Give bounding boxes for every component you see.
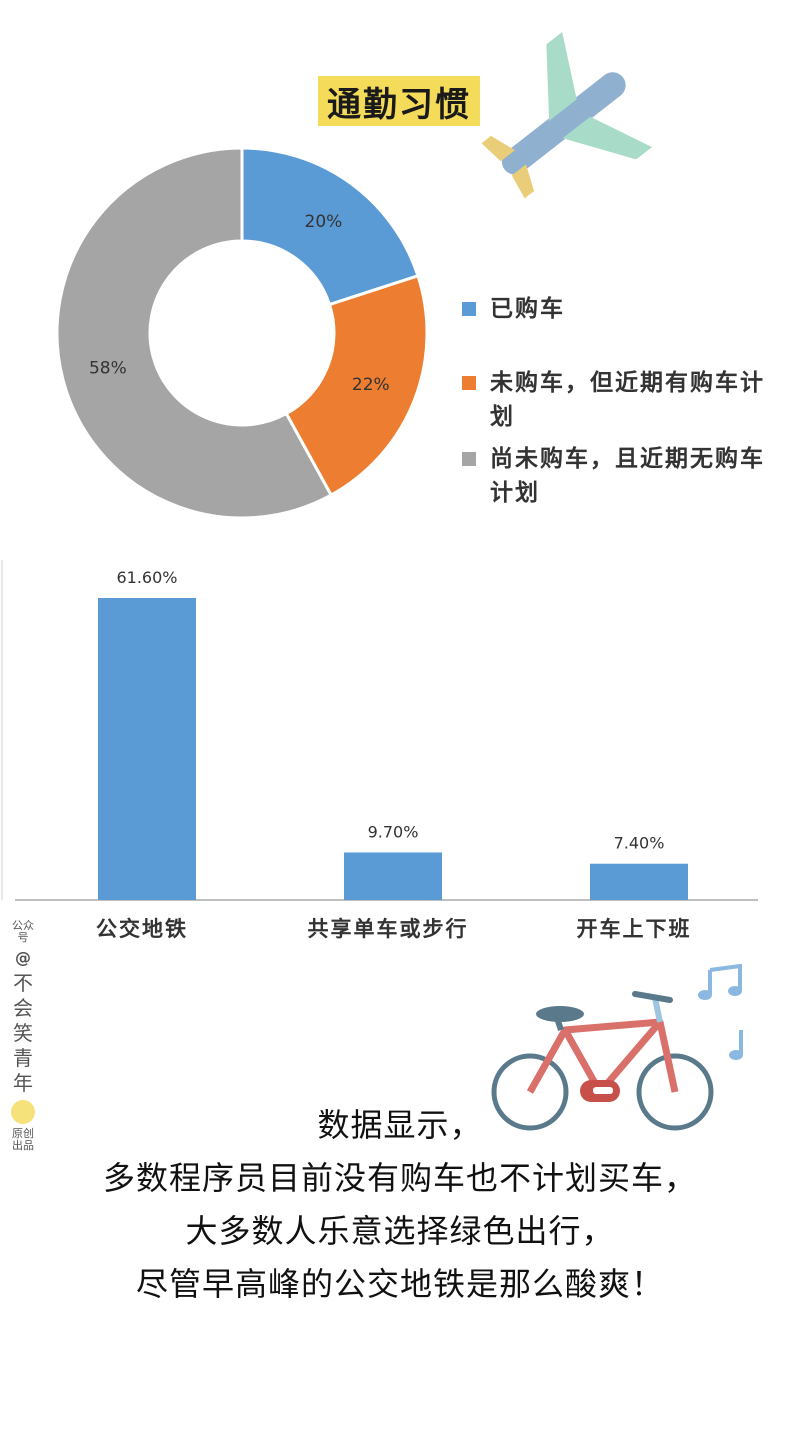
- slice-data-label: 20%: [305, 212, 343, 232]
- legend-swatch: [462, 452, 476, 466]
- watermark: 公众号 @ 不会笑青年 原创出品: [8, 920, 38, 1152]
- watermark-suffix: 原创出品: [12, 1127, 34, 1152]
- bar: [344, 852, 442, 900]
- bar: [590, 863, 688, 900]
- watermark-prefix: 公众号: [12, 919, 34, 944]
- slice-data-label: 58%: [89, 358, 127, 378]
- weibo-icon: @: [15, 948, 31, 967]
- legend-item-planning: 未购车，但近期有购车计划: [462, 366, 772, 434]
- x-tick-label-drive: 开车上下班: [576, 916, 692, 941]
- slice-purchased: [240, 146, 420, 307]
- bar: [98, 598, 196, 900]
- legend-swatch: [462, 376, 476, 390]
- slice-data-label: 22%: [352, 375, 390, 395]
- bar-chart: 61.60% 9.70% 7.40%: [1, 560, 758, 901]
- caption-line: 尽管早高峰的公交地铁是那么酸爽！: [135, 1265, 664, 1303]
- airplane-illustration: [481, 32, 653, 199]
- bar-data-label: 9.70%: [368, 822, 419, 841]
- legend-swatch: [462, 302, 476, 316]
- music-note-icon: [698, 963, 743, 1060]
- x-tick-label-bus-subway: 公交地铁: [96, 916, 188, 941]
- slice-planning: [284, 273, 429, 498]
- caption-line: 数据显示，: [317, 1106, 483, 1144]
- bicycle-illustration: [491, 963, 743, 1131]
- watermark-name: 不会笑青年: [13, 971, 33, 1095]
- bar-data-label: 7.40%: [614, 834, 665, 853]
- slice-no-plan: [55, 146, 334, 520]
- legend-label: 未购车，但近期有购车计划: [490, 369, 765, 430]
- x-tick-label-bike-walk: 共享单车或步行: [307, 916, 469, 941]
- legend-item-purchased: 已购车: [462, 292, 772, 326]
- caption-line: 大多数人乐意选择绿色出行，: [185, 1212, 615, 1250]
- bar-data-label: 61.60%: [116, 568, 177, 587]
- caption-line: 多数程序员目前没有购车也不计划买车，: [102, 1159, 697, 1197]
- legend-label: 尚未购车，且近期无购车计划: [490, 445, 765, 506]
- legend-label: 已购车: [490, 295, 565, 322]
- chart-title: 通勤习惯: [318, 76, 480, 126]
- donut-chart: 20% 22% 58%: [55, 146, 429, 520]
- smiley-icon: [11, 1100, 35, 1124]
- legend-item-no-plan: 尚未购车，且近期无购车计划: [462, 442, 772, 510]
